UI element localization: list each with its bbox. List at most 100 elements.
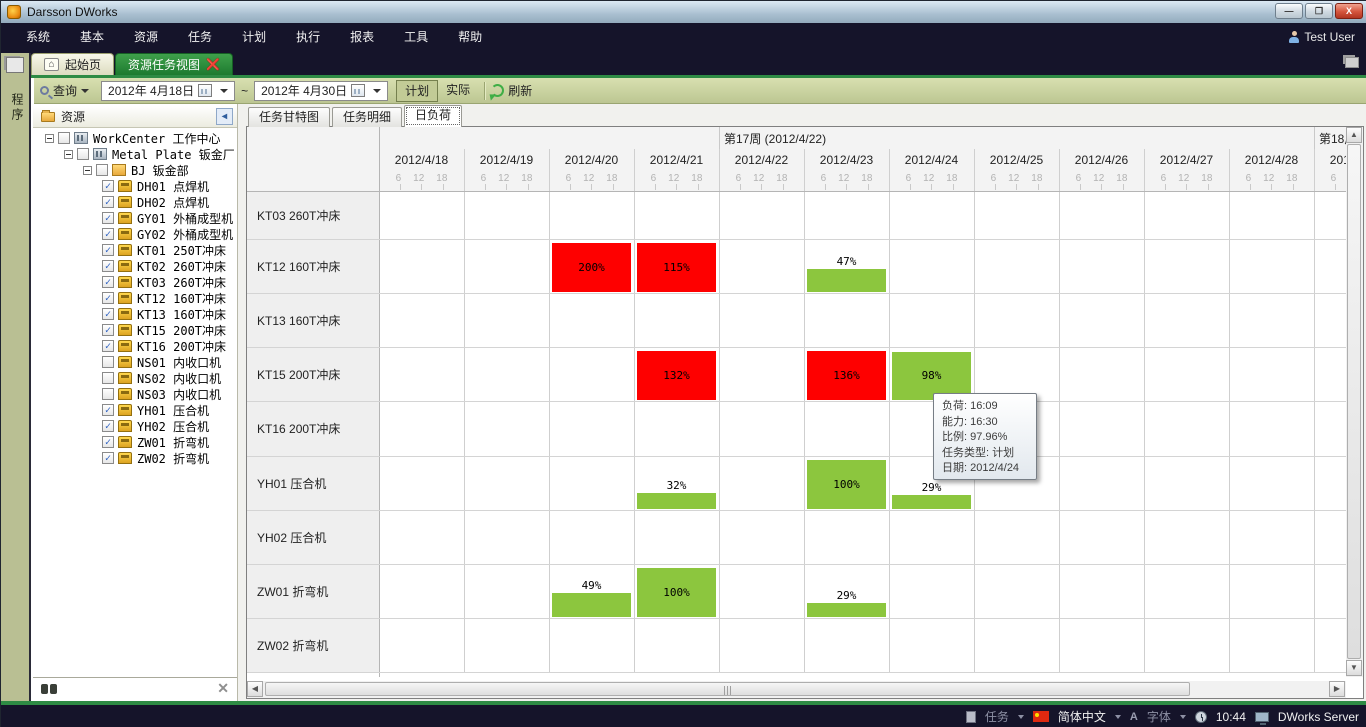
tree-checkbox[interactable]: ✓ bbox=[102, 420, 114, 432]
menu-item-工具[interactable]: 工具 bbox=[404, 30, 429, 44]
tree-item[interactable]: WorkCenter 工作中心 bbox=[35, 130, 235, 146]
tree-item[interactable]: ✓ GY02 外桶成型机 bbox=[35, 226, 235, 242]
tree-checkbox[interactable]: ✓ bbox=[102, 452, 114, 464]
query-button[interactable]: 查询 bbox=[53, 84, 78, 98]
panel-collapse-button[interactable]: ◂ bbox=[216, 108, 233, 125]
menu-item-帮助[interactable]: 帮助 bbox=[458, 30, 483, 44]
tree-item[interactable]: ✓ GY01 外桶成型机 bbox=[35, 210, 235, 226]
view-tab-日负荷[interactable]: 日负荷 bbox=[404, 105, 463, 127]
load-bar[interactable] bbox=[807, 460, 886, 509]
tree-item[interactable]: ✓ KT03 260T冲床 bbox=[35, 274, 235, 290]
load-bar[interactable] bbox=[637, 568, 716, 617]
tree-item[interactable]: ✓ KT16 200T冲床 bbox=[35, 338, 235, 354]
program-strip-label[interactable]: 程序 bbox=[10, 93, 24, 123]
actual-toggle-button[interactable]: 实际 bbox=[446, 82, 471, 97]
tree-item[interactable]: ✓ KT13 160T冲床 bbox=[35, 306, 235, 322]
tree-checkbox[interactable]: ✓ bbox=[102, 196, 114, 208]
date-from-picker[interactable]: 2012年 4月18日 bbox=[101, 80, 236, 101]
scroll-down-icon[interactable]: ▼ bbox=[1346, 660, 1362, 676]
tree-item[interactable]: ✓ KT12 160T冲床 bbox=[35, 290, 235, 306]
load-bar[interactable] bbox=[637, 493, 716, 509]
tree-checkbox[interactable] bbox=[102, 388, 114, 400]
vertical-scroll-thumb[interactable] bbox=[1347, 144, 1361, 659]
program-pages-icon[interactable] bbox=[6, 57, 24, 73]
tree-checkbox[interactable]: ✓ bbox=[102, 180, 114, 192]
language-dropdown-icon[interactable] bbox=[1114, 714, 1121, 719]
horizontal-scroll-thumb[interactable] bbox=[265, 682, 1190, 696]
menu-item-计划[interactable]: 计划 bbox=[242, 30, 267, 44]
tab-home-page[interactable]: ⌂ 起始页 bbox=[31, 53, 115, 75]
tab-close-icon[interactable]: ❌ bbox=[206, 59, 220, 71]
user-indicator[interactable]: Test User bbox=[1289, 23, 1355, 51]
tree-item[interactable]: ✓ YH02 压合机 bbox=[35, 418, 235, 434]
tree-item[interactable]: ✓ ZW02 折弯机 bbox=[35, 450, 235, 466]
view-tab-任务明细[interactable]: 任务明细 bbox=[332, 107, 403, 127]
panel-close-icon[interactable]: ✕ bbox=[217, 680, 229, 696]
load-bar[interactable] bbox=[807, 269, 886, 292]
load-bar[interactable] bbox=[892, 352, 971, 400]
menu-item-任务[interactable]: 任务 bbox=[188, 30, 213, 44]
date-to-dropdown-icon[interactable] bbox=[373, 88, 382, 93]
restore-button[interactable]: ❐ bbox=[1305, 3, 1333, 19]
tree-checkbox[interactable]: ✓ bbox=[102, 436, 114, 448]
status-task-label[interactable]: 任务 bbox=[984, 710, 1009, 724]
tree-item[interactable]: Metal Plate 钣金厂 bbox=[35, 146, 235, 162]
task-dropdown-icon[interactable] bbox=[1017, 714, 1024, 719]
load-bar[interactable] bbox=[807, 603, 886, 617]
tree-checkbox[interactable]: ✓ bbox=[102, 324, 114, 336]
calendar-icon[interactable] bbox=[351, 84, 366, 97]
tree-item[interactable]: NS03 内收口机 bbox=[35, 386, 235, 402]
tree-item[interactable]: ✓ YH01 压合机 bbox=[35, 402, 235, 418]
tree-checkbox[interactable] bbox=[77, 148, 89, 160]
load-bar[interactable] bbox=[892, 495, 971, 509]
tree-item[interactable]: ✓ DH01 点焊机 bbox=[35, 178, 235, 194]
query-dropdown-icon[interactable] bbox=[81, 88, 90, 93]
tree-item[interactable]: ✓ KT01 250T冲床 bbox=[35, 242, 235, 258]
tree-checkbox[interactable]: ✓ bbox=[102, 404, 114, 416]
menu-item-报表[interactable]: 报表 bbox=[350, 30, 375, 44]
menu-item-基本[interactable]: 基本 bbox=[80, 30, 105, 44]
tree-expander-icon[interactable] bbox=[45, 133, 54, 143]
status-font-label[interactable]: 字体 bbox=[1146, 710, 1171, 724]
menu-item-执行[interactable]: 执行 bbox=[296, 30, 321, 44]
date-to-picker[interactable]: 2012年 4月30日 bbox=[254, 80, 389, 101]
search-binoculars-icon[interactable] bbox=[41, 683, 57, 694]
tree-item[interactable]: NS02 内收口机 bbox=[35, 370, 235, 386]
load-bar[interactable] bbox=[552, 593, 631, 617]
tree-checkbox[interactable]: ✓ bbox=[102, 292, 114, 304]
load-bar[interactable] bbox=[807, 351, 886, 400]
horizontal-scrollbar[interactable]: ◀ ▶ bbox=[247, 681, 1346, 698]
tree-item[interactable]: ✓ KT15 200T冲床 bbox=[35, 322, 235, 338]
tree-item[interactable]: ✓ KT02 260T冲床 bbox=[35, 258, 235, 274]
tree-checkbox[interactable] bbox=[58, 132, 70, 144]
tree-checkbox[interactable] bbox=[96, 164, 108, 176]
menu-item-系统[interactable]: 系统 bbox=[26, 30, 51, 44]
tree-item[interactable]: ✓ DH02 点焊机 bbox=[35, 194, 235, 210]
scroll-right-icon[interactable]: ▶ bbox=[1329, 681, 1345, 697]
tree-item[interactable]: BJ 钣金部 bbox=[35, 162, 235, 178]
plan-toggle-button[interactable]: 计划 bbox=[396, 79, 439, 102]
status-language-label[interactable]: 简体中文 bbox=[1057, 710, 1106, 724]
window-list-icon[interactable] bbox=[1345, 57, 1359, 68]
tree-checkbox[interactable]: ✓ bbox=[102, 244, 114, 256]
date-from-dropdown-icon[interactable] bbox=[220, 88, 229, 93]
tree-item[interactable]: NS01 内收口机 bbox=[35, 354, 235, 370]
scroll-left-icon[interactable]: ◀ bbox=[247, 681, 263, 697]
view-tab-任务甘特图[interactable]: 任务甘特图 bbox=[248, 107, 331, 127]
tree-checkbox[interactable] bbox=[102, 356, 114, 368]
load-bar[interactable] bbox=[637, 243, 716, 292]
vertical-scrollbar[interactable]: ▲ ▼ bbox=[1346, 127, 1363, 677]
calendar-icon[interactable] bbox=[198, 84, 213, 97]
tree-checkbox[interactable]: ✓ bbox=[102, 260, 114, 272]
tree-checkbox[interactable]: ✓ bbox=[102, 212, 114, 224]
tree-checkbox[interactable]: ✓ bbox=[102, 308, 114, 320]
tree-item[interactable]: ✓ ZW01 折弯机 bbox=[35, 434, 235, 450]
close-button[interactable]: X bbox=[1335, 3, 1363, 19]
load-bar[interactable] bbox=[637, 351, 716, 400]
menu-item-资源[interactable]: 资源 bbox=[134, 30, 159, 44]
tree-checkbox[interactable]: ✓ bbox=[102, 340, 114, 352]
minimize-button[interactable]: — bbox=[1275, 3, 1303, 19]
tree-expander-icon[interactable] bbox=[64, 149, 73, 159]
tree-checkbox[interactable] bbox=[102, 372, 114, 384]
load-bar[interactable] bbox=[552, 243, 631, 292]
